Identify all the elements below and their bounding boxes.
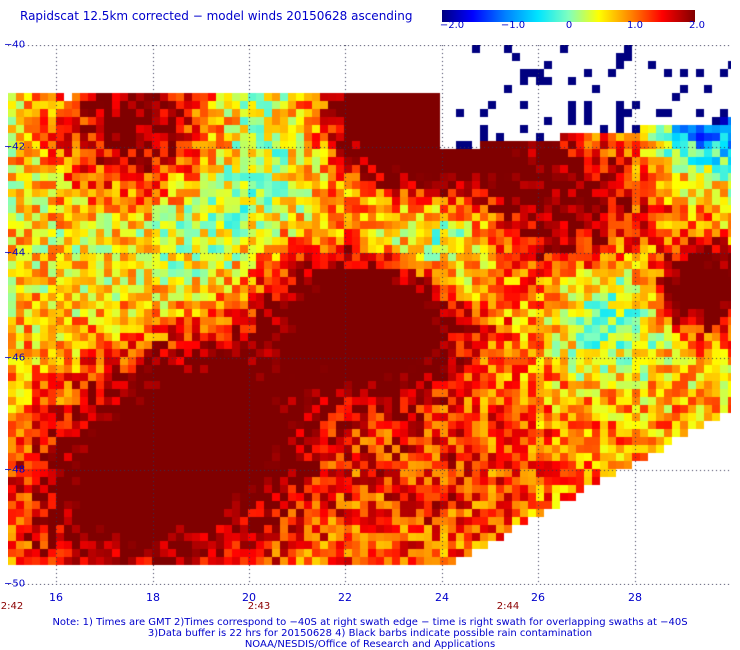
- lat-label: −44: [4, 247, 26, 259]
- lat-label: −48: [4, 464, 26, 476]
- footnote-line: Note: 1) Times are GMT 2)Times correspon…: [52, 617, 688, 628]
- time-label: 2:44: [496, 601, 520, 612]
- lon-label: 26: [531, 591, 545, 604]
- lon-label: 28: [628, 591, 642, 604]
- footnote-line: 3)Data buffer is 22 hrs for 20150628 4) …: [147, 628, 593, 639]
- colorbar-tick-label: 2.0: [689, 20, 705, 31]
- colorbar: [442, 10, 695, 22]
- lon-label: 22: [338, 591, 352, 604]
- lon-label: 16: [49, 591, 63, 604]
- lon-label: 20: [242, 591, 256, 604]
- colorbar-tick-label: −1.0: [500, 20, 526, 31]
- lon-label: 24: [435, 591, 449, 604]
- time-label: 2:43: [247, 601, 271, 612]
- chart-title: Rapidscat 12.5km corrected − model winds…: [20, 9, 413, 23]
- time-label: 2:42: [0, 601, 24, 612]
- lat-label: −46: [4, 352, 26, 364]
- wind-difference-map: [8, 45, 731, 585]
- lon-label: 18: [146, 591, 160, 604]
- wind-grid-canvas: [8, 45, 731, 585]
- lat-label: −40: [4, 39, 26, 51]
- colorbar-tick-label: 1.0: [627, 20, 643, 31]
- colorbar-tick-label: 0: [565, 20, 573, 31]
- colorbar-tick-label: −2.0: [439, 20, 465, 31]
- lat-label: −50: [4, 578, 26, 590]
- footnote-line: NOAA/NESDIS/Office of Research and Appli…: [244, 639, 496, 650]
- lat-label: −42: [4, 141, 26, 153]
